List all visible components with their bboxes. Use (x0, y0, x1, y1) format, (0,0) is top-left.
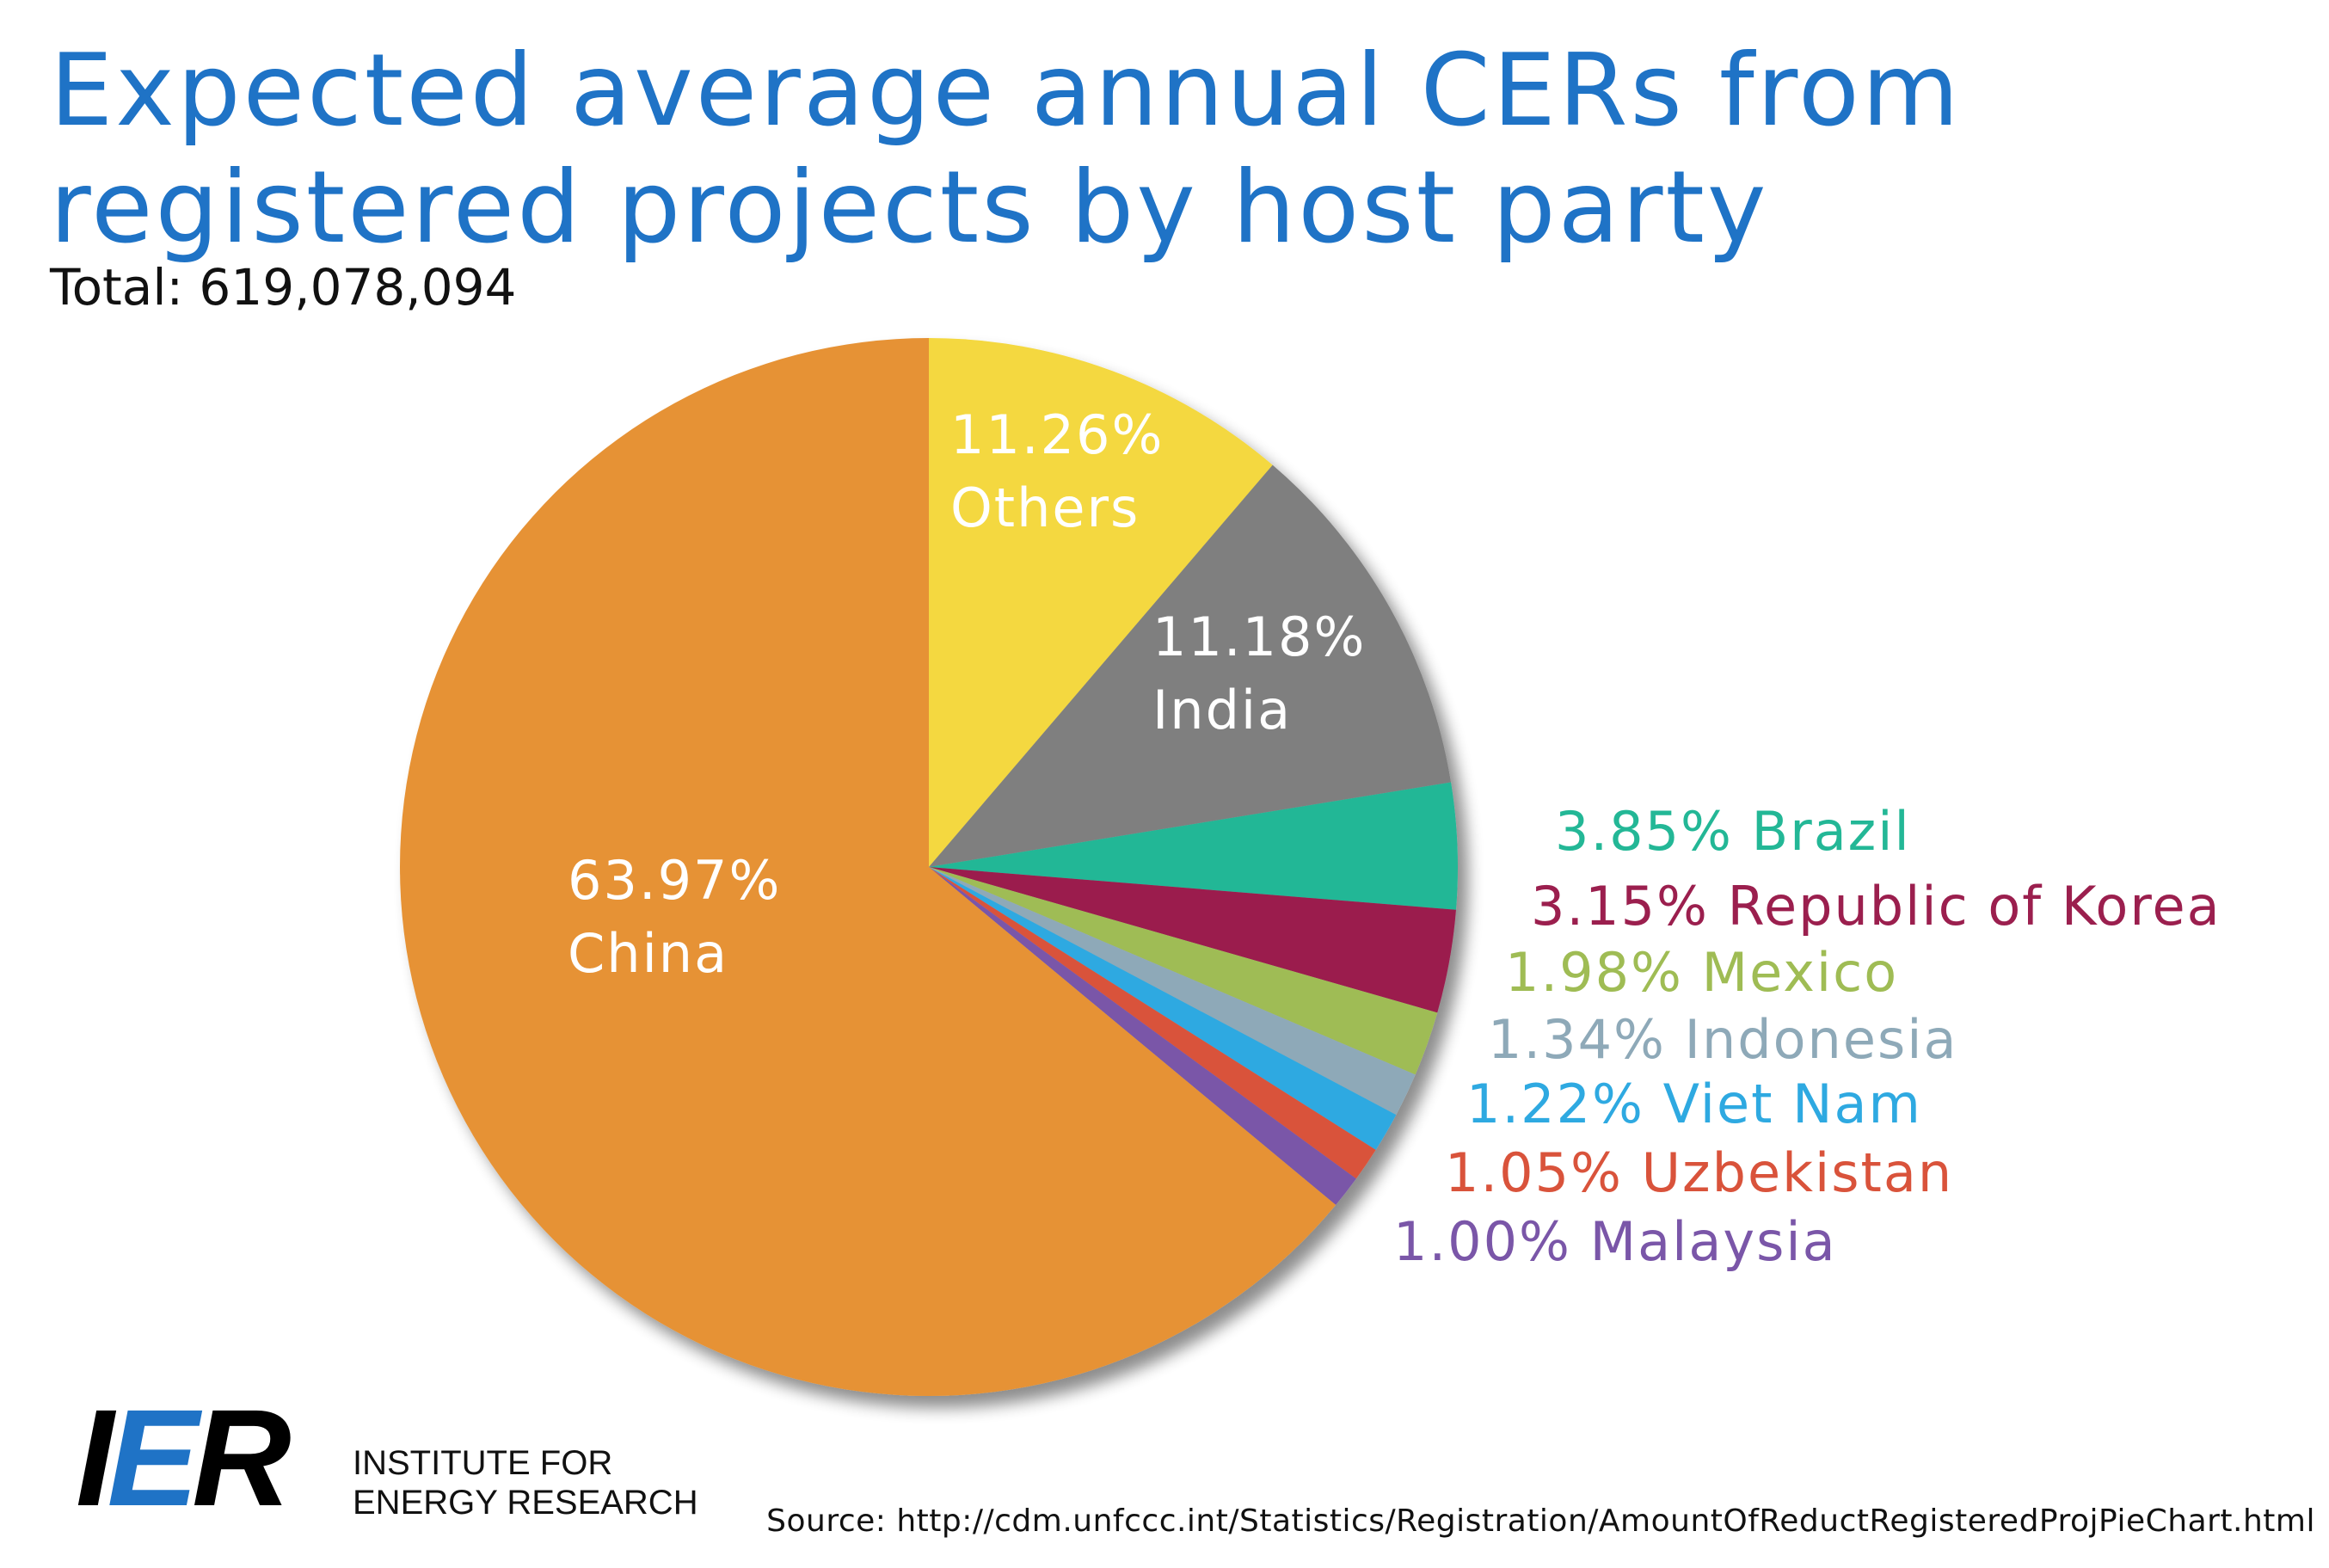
ier-logo-mark: IER (76, 1389, 334, 1527)
pie-label-brazil: 3.85% Brazil (1555, 800, 1911, 863)
pie-label-name-others: Others (950, 477, 1140, 539)
pie-slice-mexico (929, 867, 1438, 1075)
pie-labels: 11.26% Others 11.18% India 3.85% Brazil 3.15%… (568, 403, 2221, 1273)
pie-label-uzbekistan: 1.05% Uzbekistan (1445, 1141, 1953, 1204)
pie-slice-viet-nam (929, 867, 1397, 1150)
total-subtitle: Total: 619,078,094 (50, 258, 517, 317)
pie-label-name-india: India (1152, 679, 1292, 741)
page-title: Expected average annual CERs from regist… (50, 33, 1962, 267)
logo-text-line-1: INSTITUTE FOR (353, 1444, 613, 1482)
pie-slice-india (929, 464, 1452, 867)
pie-label-indonesia: 1.34% Indonesia (1488, 1008, 1958, 1071)
pie-slices (400, 338, 1458, 1397)
logo-mark-i: I (76, 1380, 114, 1534)
pie-slice-indonesia (929, 867, 1416, 1116)
logo-text: INSTITUTE FOR ENERGY RESEARCH (353, 1443, 698, 1522)
pie-label-value-india: 11.18% (1152, 606, 1366, 668)
source-note: Source: http://cdm.unfccc.int/Statistics… (766, 1503, 2315, 1539)
logo-text-line-2: ENERGY RESEARCH (353, 1484, 698, 1522)
pie-slice-republic-of-korea (929, 867, 1456, 1013)
title-line-2: registered projects by host party (50, 150, 1769, 266)
pie-label-malaysia: 1.00% Malaysia (1393, 1210, 1837, 1273)
logo-mark-r: R (192, 1380, 292, 1534)
pie-slice-china (400, 338, 1337, 1397)
pie-slice-malaysia (929, 867, 1356, 1205)
pie-slice-uzbekistan (929, 867, 1376, 1179)
pie-label-value-others: 11.26% (950, 403, 1164, 466)
pie-label-republic-of-korea: 3.15% Republic of Korea (1531, 875, 2221, 938)
pie-slice-brazil (929, 782, 1458, 910)
logo-mark-e: E (107, 1380, 199, 1534)
pie-slice-others (929, 338, 1273, 867)
pie-label-value-china: 63.97% (568, 849, 781, 912)
pie-label-viet-nam: 1.22% Viet Nam (1466, 1073, 1922, 1135)
pie-label-name-china: China (568, 922, 728, 985)
pie-label-mexico: 1.98% Mexico (1505, 941, 1898, 1004)
title-line-1: Expected average annual CERs from (50, 33, 1962, 149)
